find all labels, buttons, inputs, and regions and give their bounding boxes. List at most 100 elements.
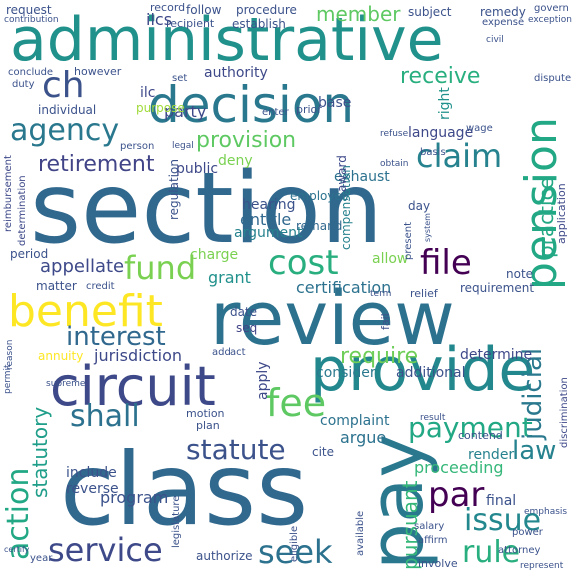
word-enter: enter — [262, 107, 289, 118]
word-procedure: procedure — [236, 3, 297, 17]
word-attorney: attorney — [498, 545, 541, 556]
word-argue: argue — [340, 428, 387, 447]
word-duty: duty — [12, 79, 35, 90]
word-establish: establish — [232, 17, 286, 31]
word-contend: contend — [458, 429, 503, 442]
word-fail: fail — [379, 313, 392, 330]
word-right: right — [437, 87, 453, 120]
word-cite: cite — [312, 445, 335, 459]
word-individual: individual — [38, 103, 97, 117]
word-motion: motion — [186, 407, 225, 420]
word-cost: cost — [268, 243, 339, 283]
word-statutory: statutory — [28, 406, 52, 498]
word-section: section — [30, 152, 383, 266]
word-record: record — [150, 1, 186, 14]
word-power: power — [512, 527, 543, 538]
word-additional: additional — [396, 365, 466, 381]
word-apply: apply — [255, 361, 271, 400]
word-act: act — [230, 347, 246, 358]
word-rule: rule — [462, 535, 521, 570]
word-authorize: authorize — [196, 549, 253, 563]
word-proceeding: proceeding — [414, 458, 504, 477]
word-add: add — [212, 347, 231, 358]
word-payment: payment — [408, 411, 533, 444]
word-affirm: affirm — [418, 535, 448, 546]
word-consider: consider — [316, 365, 376, 381]
word-remedy: remedy — [480, 5, 526, 19]
word-review: review — [210, 276, 455, 362]
word-provide: provide — [310, 335, 536, 405]
word-determine: determine — [460, 347, 533, 363]
word-grant: grant — [208, 268, 251, 287]
word-seq: seq — [236, 321, 258, 335]
word-complaint: complaint — [320, 413, 390, 429]
word-certification: certification — [296, 278, 392, 297]
word-jurisdiction: jurisdiction — [94, 346, 182, 365]
word-present: present — [403, 221, 414, 260]
word-date: date — [230, 305, 258, 319]
word-credit: credit — [86, 281, 115, 292]
word-ch: ch — [42, 65, 85, 106]
word-file: file — [420, 243, 472, 283]
word-circuit: circuit — [50, 355, 216, 418]
word-determination: determination — [17, 175, 28, 246]
word-require: require — [340, 344, 419, 369]
word-exception: exception — [528, 15, 572, 25]
word-wage: wage — [466, 123, 493, 134]
word-supreme: supreme — [46, 379, 86, 389]
word-available: available — [355, 510, 366, 556]
word-service: service — [48, 531, 163, 569]
word-application: application — [555, 183, 568, 244]
word-class: class — [60, 431, 309, 548]
word-discrimination: discrimination — [559, 377, 570, 448]
word-award: award — [335, 155, 349, 192]
word-decision: decision — [148, 76, 355, 134]
word-agency: agency — [10, 113, 120, 148]
word-administrative: administrative — [10, 5, 444, 75]
word-dispute: dispute — [534, 73, 572, 84]
word-represent: represent — [520, 561, 564, 571]
word-public: public — [176, 161, 219, 177]
word-party: party — [164, 102, 207, 121]
word-par: par — [428, 475, 485, 515]
word-ilc: ilc — [140, 85, 156, 101]
word-conclude: conclude — [8, 67, 54, 78]
word-deny: deny — [218, 153, 253, 169]
word-expense: expense — [482, 17, 525, 28]
word-day: day — [408, 199, 431, 213]
word-remand: remand — [296, 219, 343, 233]
word-refuse: refuse — [380, 129, 409, 139]
word-matter: matter — [36, 279, 77, 293]
word-program: program — [100, 488, 169, 507]
word-ilcs: ilcs — [146, 10, 173, 29]
word-recipient: recipient — [166, 17, 215, 30]
word-appellate: appellate — [40, 256, 125, 277]
word-year: year — [30, 553, 53, 564]
word-pay: pay — [354, 433, 440, 570]
word-term: term — [370, 289, 392, 299]
word-legislature: legislature — [171, 495, 182, 548]
word-benefit: benefit — [8, 286, 163, 337]
word-result: result — [420, 413, 446, 423]
word-subject: subject — [408, 5, 452, 19]
word-however: however — [74, 65, 122, 78]
word-fee: fee — [266, 381, 327, 425]
word-authority: authority — [204, 65, 268, 81]
word-receive: receive — [400, 64, 481, 89]
word-allow: allow — [372, 251, 409, 267]
word-prior: prior — [296, 103, 322, 116]
word-seek: seek — [258, 533, 333, 571]
word-person: person — [120, 141, 155, 152]
word-obtain: obtain — [380, 159, 409, 169]
word-practice: practice — [534, 177, 558, 258]
word-hearing: hearing — [242, 197, 296, 213]
word-annuity: annuity — [38, 349, 84, 363]
word-employee: employee — [290, 189, 350, 203]
word-final: final — [486, 493, 517, 509]
word-govern: govern — [534, 3, 569, 14]
word-exhaust: exhaust — [334, 169, 390, 185]
word-regulation: regulation — [167, 159, 181, 220]
word-provision: provision — [196, 128, 297, 153]
word-civil: civil — [486, 35, 504, 45]
